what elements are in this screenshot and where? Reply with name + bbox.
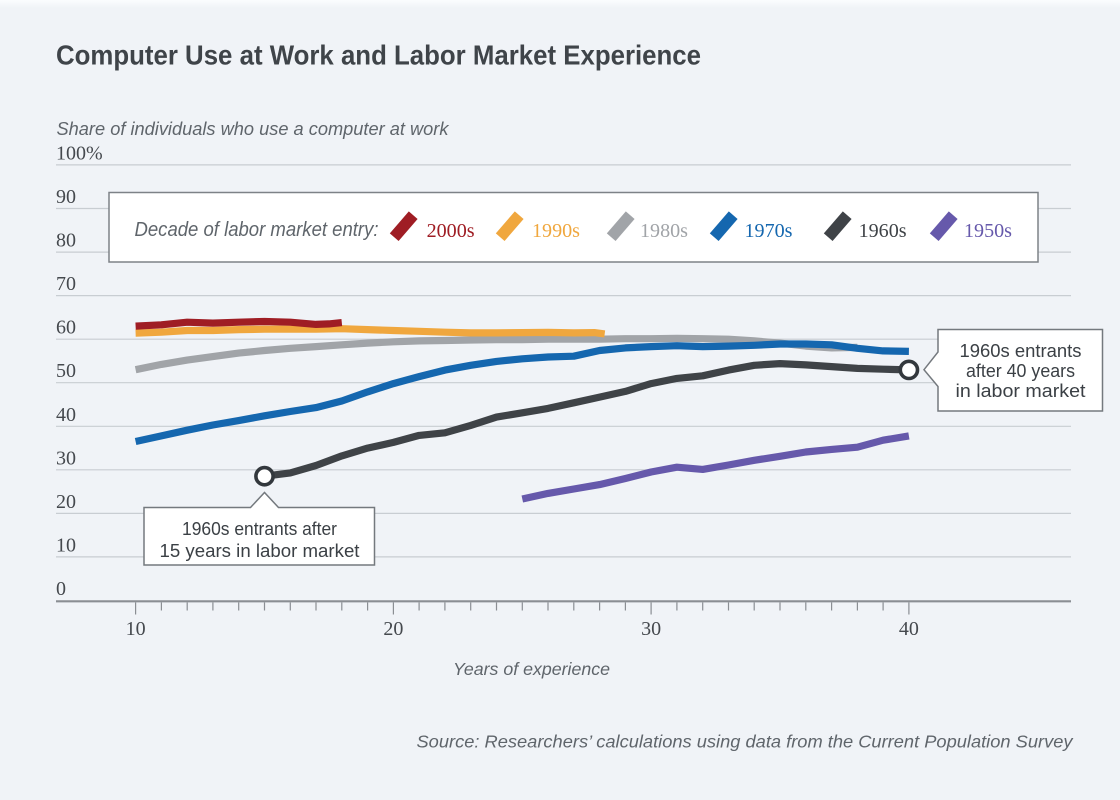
svg-text:Years of experience: Years of experience [453,659,610,679]
svg-text:after 40 years: after 40 years [966,361,1075,381]
svg-text:80: 80 [56,230,76,252]
svg-text:90: 90 [56,186,76,208]
svg-text:20: 20 [383,618,403,640]
svg-text:0: 0 [56,578,66,600]
svg-text:70: 70 [56,273,76,295]
svg-text:15 years in labor market: 15 years in labor market [160,541,360,561]
svg-text:1990s: 1990s [532,220,580,242]
svg-text:100%: 100% [56,142,103,164]
svg-text:30: 30 [641,618,661,640]
svg-text:2000s: 2000s [427,220,475,242]
svg-text:Share of individuals who use a: Share of individuals who use a computer … [57,119,450,139]
svg-text:10: 10 [56,534,76,556]
svg-text:50: 50 [56,360,76,382]
svg-text:Computer Use at Work and Labor: Computer Use at Work and Labor Market Ex… [56,40,701,71]
svg-text:40: 40 [56,404,76,426]
svg-text:10: 10 [126,618,146,640]
svg-text:40: 40 [899,618,919,640]
svg-text:30: 30 [56,447,76,469]
svg-text:1980s: 1980s [640,220,688,242]
svg-text:in labor market: in labor market [956,381,1086,401]
svg-text:1960s entrants: 1960s entrants [960,341,1082,361]
svg-text:1960s entrants after: 1960s entrants after [182,519,337,539]
svg-text:1960s: 1960s [859,220,907,242]
svg-text:1950s: 1950s [964,220,1012,242]
svg-text:1970s: 1970s [745,220,793,242]
svg-text:Decade of labor market entry:: Decade of labor market entry: [135,219,379,241]
svg-text:Source: Researchers’ calculati: Source: Researchers’ calculations using … [417,732,1074,752]
svg-text:60: 60 [56,317,76,339]
svg-text:20: 20 [56,491,76,513]
